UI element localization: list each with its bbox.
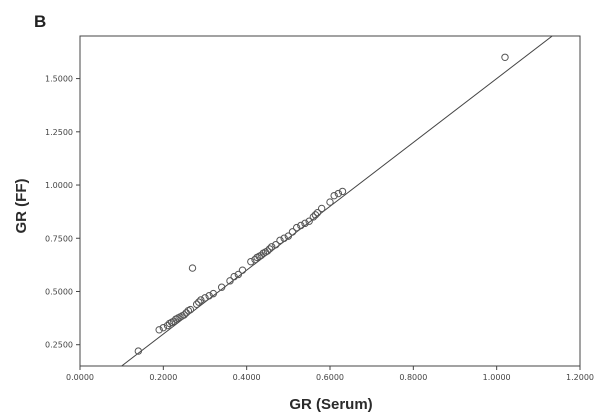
y-tick-label: 0.7500 <box>45 234 73 243</box>
data-point <box>305 217 313 225</box>
data-point <box>313 209 322 217</box>
data-point <box>155 326 163 334</box>
data-point <box>238 266 247 274</box>
y-axis: 0.2500 0.5000 0.7500 1.0000 1.2500 1.5000 <box>45 75 80 350</box>
data-point <box>209 289 218 298</box>
data-point <box>317 204 326 213</box>
data-point <box>301 219 309 228</box>
data-point <box>197 296 205 304</box>
x-tick-label: 0.2000 <box>149 373 177 382</box>
data-point <box>309 213 318 221</box>
data-point <box>267 243 276 251</box>
data-point <box>201 294 209 302</box>
x-tick-label: 0.0000 <box>66 373 94 382</box>
plot-area <box>120 36 554 366</box>
data-point <box>188 264 197 272</box>
y-tick-label: 1.0000 <box>45 181 73 190</box>
data-point <box>501 53 509 61</box>
data-point <box>192 300 201 308</box>
data-point <box>180 311 188 319</box>
y-tick-label: 1.5000 <box>45 75 73 84</box>
data-point <box>288 228 297 236</box>
data-point <box>330 191 338 200</box>
y-axis-title: GR (FF) <box>13 179 30 234</box>
x-tick-label: 0.4000 <box>233 373 261 382</box>
fit-line <box>120 36 554 366</box>
data-point <box>326 198 334 206</box>
data-point <box>159 323 168 332</box>
data-point <box>263 247 272 255</box>
x-tick-label: 0.6000 <box>316 373 344 382</box>
plot-frame <box>79 35 581 367</box>
data-point <box>195 298 203 306</box>
panel-label: B <box>34 12 46 31</box>
data-point <box>276 236 284 245</box>
data-point <box>284 232 293 240</box>
x-tick-label: 1.2000 <box>566 373 594 382</box>
x-axis: 0.0000 0.2000 0.4000 0.6000 0.8000 1.0000 1.20… <box>66 366 594 382</box>
data-point <box>292 223 301 232</box>
data-point <box>205 292 213 300</box>
data-point <box>297 221 305 230</box>
y-tick-label: 0.2500 <box>45 341 73 350</box>
x-tick-label: 1.0000 <box>483 373 511 382</box>
x-tick-label: 0.8000 <box>399 373 427 382</box>
data-point <box>280 234 288 242</box>
data-point <box>311 211 320 219</box>
data-point <box>186 305 195 314</box>
data-point <box>234 270 243 279</box>
data-point <box>334 189 343 198</box>
data-point <box>338 187 347 196</box>
data-point <box>134 347 143 355</box>
data-point <box>230 272 238 281</box>
y-tick-label: 1.2500 <box>45 128 73 137</box>
data-point <box>226 277 234 285</box>
data-point <box>217 283 226 291</box>
data-point <box>272 240 280 249</box>
y-tick-label: 0.5000 <box>45 287 73 296</box>
x-axis-title: GR (Serum) <box>289 396 372 413</box>
data-point <box>247 257 255 266</box>
data-point <box>265 245 274 253</box>
